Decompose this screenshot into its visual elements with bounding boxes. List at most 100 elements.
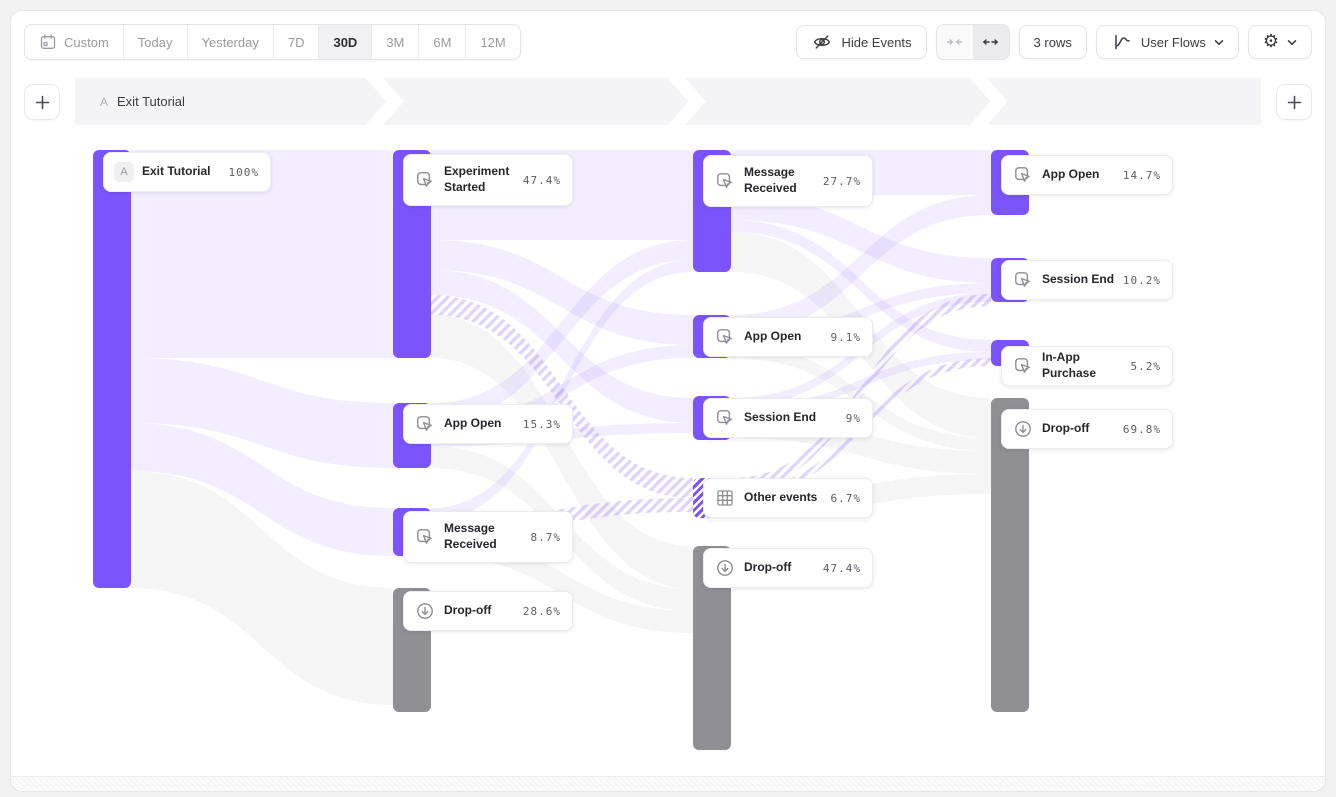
- flow-node-card-experiment-started-2[interactable]: Experiment Started 47.4%: [403, 154, 573, 206]
- flow-link-message-received-to-message-received[interactable]: [431, 260, 693, 520]
- chart-type-label: User Flows: [1140, 34, 1206, 50]
- flow-node-card-app-open-2[interactable]: App Open 15.3%: [403, 404, 573, 444]
- flow-node-card-app-open-3[interactable]: App Open 9.1%: [703, 317, 873, 357]
- flow-link-exit-tutorial-to-experiment-started[interactable]: [131, 150, 393, 358]
- eye-off-icon: [811, 31, 833, 53]
- letter-a-badge: A: [114, 162, 134, 182]
- flow-node-value: 9.1%: [830, 330, 861, 344]
- date-range-label: Yesterday: [201, 34, 259, 50]
- flow-node-card-drop-off-4[interactable]: Drop-off 69.8%: [1001, 409, 1173, 449]
- plus-icon: [35, 95, 49, 109]
- flow-link-app-open-to-app-open[interactable]: [431, 345, 693, 436]
- step-row-title: Exit Tutorial: [117, 94, 185, 109]
- date-range-label: Custom: [64, 34, 109, 50]
- flow-link-exit-tutorial-to-app-open[interactable]: [131, 358, 393, 468]
- flow-node-card-exit-tutorial-1[interactable]: A Exit Tutorial 100%: [103, 152, 271, 192]
- flow-link-session-end-to-in-app-purchase[interactable]: [731, 352, 991, 415]
- plus-icon: [1287, 95, 1301, 109]
- collapse-columns-button[interactable]: [936, 25, 973, 59]
- flow-link-app-open-to-message-received[interactable]: [431, 240, 693, 423]
- flow-node-value: 47.4%: [522, 173, 561, 187]
- step-chevron-separators: [366, 78, 1008, 125]
- flow-node-label: App Open: [744, 329, 802, 344]
- flow-node-bar-exit-tutorial-1[interactable]: [93, 150, 131, 588]
- hide-events-button[interactable]: Hide Events: [796, 25, 927, 59]
- flow-node-label: In-App Purchase: [1042, 350, 1097, 380]
- event-icon: [1012, 164, 1034, 186]
- flow-node-value: 6.7%: [830, 491, 861, 505]
- date-range-today[interactable]: Today: [124, 25, 188, 59]
- date-range-7d[interactable]: 7D: [274, 25, 320, 59]
- flow-link-experiment-started-to-session-end[interactable]: [431, 270, 693, 423]
- flow-node-label: Message Received: [444, 521, 497, 551]
- flow-node-card-message-received-3[interactable]: Message Received 27.7%: [703, 155, 873, 207]
- flow-link-other-events-to-session-end[interactable]: [731, 294, 991, 490]
- toolbar-right: Hide Events 3 rows: [796, 24, 1312, 60]
- add-step-left-button[interactable]: [24, 84, 60, 120]
- flow-node-card-message-received-2[interactable]: Message Received 8.7%: [403, 511, 573, 563]
- date-range-3m[interactable]: 3M: [372, 25, 420, 59]
- flow-node-label: Message Received: [744, 165, 797, 195]
- settings-dropdown[interactable]: ⚙: [1247, 25, 1312, 59]
- horizontal-scroll-strip[interactable]: [11, 776, 1325, 791]
- flow-node-card-session-end-3[interactable]: Session End 9%: [703, 398, 873, 438]
- chart-type-dropdown[interactable]: User Flows: [1095, 25, 1239, 59]
- flow-node-card-in-app-purchase-4[interactable]: In-App Purchase 5.2%: [1001, 346, 1173, 386]
- flow-link-experiment-started-to-app-open[interactable]: [431, 240, 693, 345]
- flow-node-value: 5.2%: [1130, 359, 1161, 373]
- dropoff-icon: [414, 600, 436, 622]
- event-icon: [1012, 269, 1034, 291]
- flow-link-app-open-to-app-open[interactable]: [731, 195, 991, 335]
- flow-node-label: Experiment Started: [444, 164, 510, 194]
- flow-node-label: App Open: [1042, 167, 1100, 182]
- rows-count-button[interactable]: 3 rows: [1018, 25, 1087, 59]
- flows-panel: [10, 10, 1326, 792]
- flow-link-exit-tutorial-to-drop-off[interactable]: [131, 471, 393, 705]
- flow-node-label: Session End: [1042, 272, 1115, 287]
- date-range-label: Today: [137, 34, 173, 50]
- step-row-letter: A: [100, 94, 109, 109]
- date-range-12m[interactable]: 12M: [466, 25, 519, 59]
- flow-link-experiment-started-to-other-events[interactable]: [431, 295, 693, 498]
- event-icon: [714, 326, 736, 348]
- date-range-label: 12M: [480, 34, 506, 50]
- flow-node-card-other-events-3[interactable]: Other events 6.7%: [703, 478, 873, 518]
- flow-node-card-app-open-4[interactable]: App Open 14.7%: [1001, 155, 1173, 195]
- flow-node-value: 47.4%: [822, 561, 861, 575]
- event-icon: [414, 169, 436, 191]
- step-1-label[interactable]: A Exit Tutorial: [100, 78, 185, 125]
- date-range-custom[interactable]: Custom: [25, 25, 124, 59]
- flow-link-exit-tutorial-to-message-received[interactable]: [131, 423, 393, 556]
- arrows-inward-icon: [946, 39, 963, 45]
- date-range-label: 3M: [386, 34, 405, 50]
- flow-node-value: 69.8%: [1122, 422, 1161, 436]
- flow-link-message-received-to-in-app-purchase[interactable]: [731, 220, 991, 352]
- date-range-label: 7D: [287, 34, 305, 50]
- date-range-yesterday[interactable]: Yesterday: [188, 25, 274, 59]
- event-icon: [414, 413, 436, 435]
- flow-node-label: Drop-off: [444, 603, 492, 618]
- flow-node-value: 9%: [845, 411, 861, 425]
- flow-node-card-session-end-4[interactable]: Session End 10.2%: [1001, 260, 1173, 300]
- flow-link-message-received-to-session-end[interactable]: [731, 195, 991, 283]
- flow-node-value: 27.7%: [822, 174, 861, 188]
- event-icon: [414, 526, 436, 548]
- hide-events-label: Hide Events: [841, 34, 912, 50]
- rows-count-label: 3 rows: [1033, 34, 1072, 50]
- date-range-6m[interactable]: 6M: [419, 25, 467, 59]
- flow-node-card-drop-off-3[interactable]: Drop-off 47.4%: [703, 548, 873, 588]
- date-range-30d[interactable]: 30D: [319, 25, 373, 59]
- dropoff-icon: [714, 557, 736, 579]
- date-range-label: 30D: [333, 34, 358, 50]
- flow-link-experiment-started-to-drop-off[interactable]: [431, 315, 693, 589]
- event-icon: [714, 170, 736, 192]
- flow-node-value: 100%: [228, 165, 259, 179]
- expand-columns-button[interactable]: [972, 25, 1009, 59]
- flow-node-label: App Open: [444, 416, 502, 431]
- flow-node-card-drop-off-2[interactable]: Drop-off 28.6%: [403, 591, 573, 631]
- add-step-right-button[interactable]: [1276, 84, 1312, 120]
- flow-node-bar-drop-off-4[interactable]: [991, 398, 1029, 712]
